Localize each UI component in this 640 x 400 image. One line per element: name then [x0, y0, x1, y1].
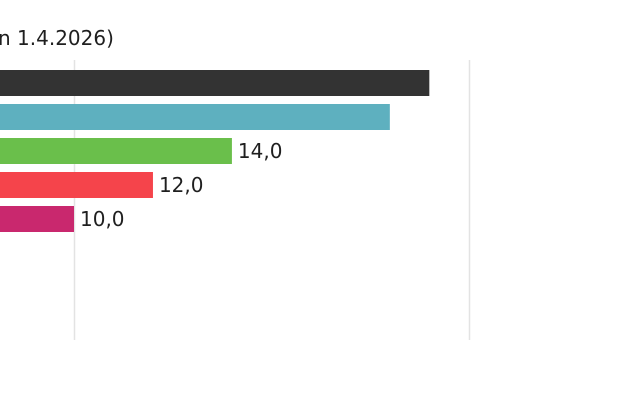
bar-1 — [0, 104, 390, 130]
value-labels: 14,0 12,0 10,0 — [80, 139, 282, 231]
gridlines — [73, 60, 471, 340]
bar-value-label-4: 10,0 — [80, 207, 125, 231]
bar-4 — [0, 206, 74, 232]
chart-title: n 1.4.2026) — [0, 26, 114, 50]
bar-2 — [0, 138, 232, 164]
bar-0 — [0, 70, 430, 96]
bar-3 — [0, 172, 153, 198]
bar-value-label-2: 14,0 — [238, 139, 283, 163]
bar-value-label-3: 12,0 — [159, 173, 204, 197]
bars — [0, 70, 430, 232]
